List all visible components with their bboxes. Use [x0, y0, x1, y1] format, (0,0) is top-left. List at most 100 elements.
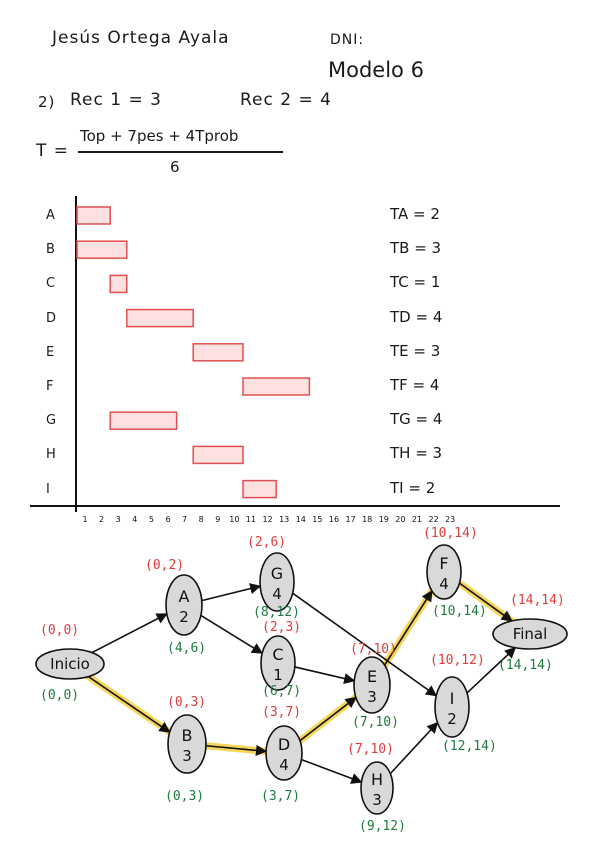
gantt-axis-tick-label: 1 [82, 515, 87, 524]
node-late-times: (9,12) [359, 819, 406, 834]
node-H [360, 761, 394, 815]
edge-I-final [466, 646, 517, 694]
modelo-label: Modelo 6 [328, 58, 424, 82]
gantt-duration-label: TC = 1 [390, 273, 441, 292]
edge-D-H [301, 758, 363, 784]
node-early-times: (0,0) [40, 623, 80, 638]
node-F [426, 544, 462, 600]
gantt-task-label: E [46, 344, 55, 360]
node-letter: C [272, 645, 283, 664]
node-label: Inicio [50, 655, 90, 673]
gantt-duration-label: TE = 3 [390, 341, 441, 360]
node-late-times: (3,7) [261, 789, 301, 804]
node-early-times: (10,12) [430, 653, 485, 668]
gantt-task-label: A [46, 208, 55, 223]
edge-A-C [200, 614, 264, 654]
node-late-times: (0,3) [165, 789, 205, 804]
gantt-bar-H [192, 445, 244, 465]
gantt-axis-tick-label: 2 [99, 515, 104, 524]
gantt-axis-tick-label: 21 [412, 515, 422, 524]
gantt-duration-label: TG = 4 [390, 410, 443, 429]
node-early-times: (3,7) [262, 705, 302, 720]
edge-inicio-B [87, 675, 171, 733]
edge-H-I [389, 721, 439, 775]
node-letter: I [450, 689, 455, 708]
gantt-axis-tick-label: 7 [182, 515, 187, 524]
formula-lhs: T = [36, 141, 70, 161]
gantt-task-label: I [46, 481, 50, 497]
formula-numerator: Top + 7pes + 4Tprob [80, 127, 239, 145]
gantt-bar-C [109, 274, 128, 294]
node-duration: 3 [182, 747, 192, 765]
node-late-times: (6,7) [262, 684, 302, 699]
edge-C-E [294, 666, 356, 684]
node-early-times: (2,6) [247, 535, 287, 550]
node-A [165, 574, 203, 636]
node-early-times: (0,2) [145, 558, 185, 573]
formula-denominator: 6 [170, 158, 180, 176]
node-early-times: (7,10) [347, 742, 394, 757]
node-duration: 3 [367, 688, 377, 706]
gantt-axis-tick-label: 22 [429, 515, 439, 524]
node-late-times: (12,14) [442, 739, 497, 754]
dni-label: DNI: [330, 32, 365, 48]
gantt-duration-label: TI = 2 [390, 478, 436, 497]
node-final [492, 618, 568, 650]
rec1-label: Rec 1 = 3 [70, 90, 162, 110]
node-late-times: (7,10) [352, 715, 399, 730]
gantt-axis-tick-label: 13 [279, 515, 289, 524]
node-duration: 2 [179, 608, 189, 626]
gantt-axis-tick-label: 16 [329, 515, 339, 524]
gantt-axis-tick-label: 3 [116, 515, 121, 524]
edge-E-F [383, 590, 433, 666]
node-letter: F [439, 554, 448, 573]
gantt-duration-label: TA = 2 [390, 205, 440, 223]
node-late-times: (14,14) [498, 658, 553, 673]
gantt-bar-I [242, 479, 277, 499]
node-duration: 1 [273, 666, 283, 684]
gantt-axis-tick-label: 15 [312, 515, 322, 524]
node-duration: 3 [372, 791, 382, 809]
node-early-times: (7,10) [350, 642, 397, 657]
node-late-times: (0,0) [40, 688, 80, 703]
node-E [353, 656, 391, 714]
edge-B-D [205, 744, 268, 756]
gantt-axis-tick-label: 6 [165, 515, 170, 524]
author-name: Jesús Ortega Ayala [52, 28, 230, 48]
edge-F-final [459, 582, 513, 622]
gantt-axis-tick-label: 9 [215, 515, 220, 524]
gantt-axis-tick-label: 4 [132, 515, 137, 524]
node-early-times: (10,14) [423, 526, 478, 541]
node-late-times: (10,14) [432, 604, 487, 619]
node-G [259, 552, 295, 612]
edge-G-I [292, 592, 438, 697]
gantt-task-label: G [46, 413, 57, 429]
gantt-bar-B [76, 240, 128, 259]
node-duration: 2 [447, 710, 457, 728]
node-C [260, 635, 296, 691]
node-duration: 4 [279, 756, 289, 774]
gantt-duration-label: TB = 3 [390, 239, 442, 258]
node-duration: 4 [272, 585, 282, 603]
gantt-axis-tick-label: 19 [379, 515, 389, 524]
gantt-axis-tick-label: 12 [263, 515, 273, 524]
gantt-duration-label: TD = 4 [390, 307, 443, 326]
node-I [434, 676, 470, 738]
node-D [265, 725, 303, 781]
gantt-task-label: D [46, 310, 57, 326]
gantt-task-label: C [46, 276, 56, 292]
gantt-task-label: H [46, 447, 56, 463]
node-early-times: (2,3) [262, 620, 302, 635]
node-duration: 4 [439, 575, 449, 593]
rec2-label: Rec 2 = 4 [240, 90, 332, 110]
edge-inicio-A [91, 613, 168, 654]
formula-fraction-line [78, 151, 283, 153]
node-early-times: (0,3) [167, 695, 207, 710]
node-letter: D [278, 735, 290, 754]
gantt-task-label: B [46, 242, 55, 258]
node-early-times: (14,14) [510, 593, 565, 608]
gantt-axis-tick-label: 8 [199, 515, 204, 524]
gantt-axis-tick-label: 14 [296, 515, 306, 524]
